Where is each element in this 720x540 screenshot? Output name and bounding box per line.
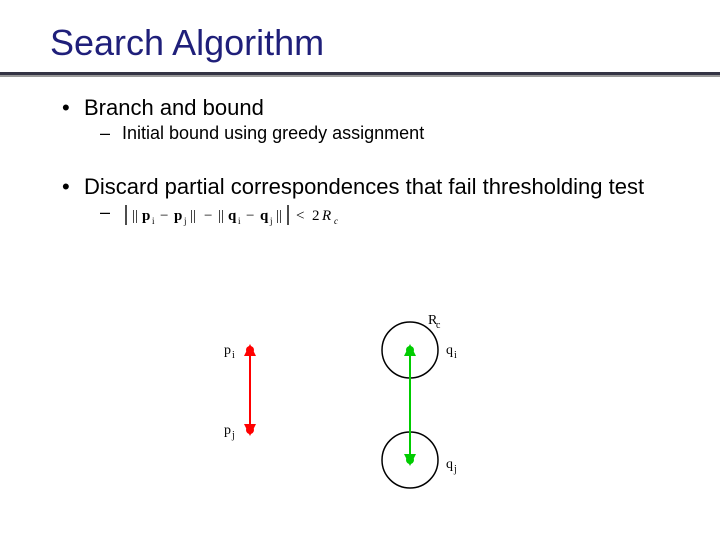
svg-text:c: c — [334, 216, 338, 226]
svg-text:p: p — [142, 208, 150, 224]
svg-text:c: c — [436, 320, 441, 331]
svg-text:q: q — [446, 343, 453, 358]
threshold-formula: || p i − p j || − || q i − q j || < 2 R … — [124, 202, 364, 233]
svg-text:p: p — [224, 423, 231, 438]
svg-text:R: R — [321, 208, 331, 224]
svg-text:j: j — [183, 216, 187, 226]
svg-text:j: j — [453, 464, 457, 475]
svg-text:j: j — [231, 430, 235, 441]
bullet-2-sub-formula: || p i − p j || − || q i − q j || < 2 R … — [122, 202, 680, 233]
bullet-1: Branch and bound — [84, 95, 680, 121]
svg-text:i: i — [238, 216, 241, 226]
bullet-1-sub-1: Initial bound using greedy assignment — [122, 123, 680, 144]
svg-text:i: i — [152, 216, 155, 226]
svg-text:q: q — [260, 208, 269, 224]
svg-text:i: i — [454, 350, 457, 361]
svg-text:−: − — [160, 208, 168, 224]
svg-text:−: − — [246, 208, 254, 224]
svg-text:||: || — [190, 208, 196, 224]
svg-text:j: j — [269, 216, 273, 226]
slide-content: Branch and bound Initial bound using gre… — [0, 77, 720, 233]
svg-text:2: 2 — [312, 208, 320, 224]
svg-text:q: q — [228, 208, 237, 224]
svg-text:q: q — [446, 457, 453, 472]
svg-text:<: < — [296, 208, 304, 224]
svg-text:−: − — [204, 208, 212, 224]
svg-text:||: || — [218, 208, 224, 224]
slide-title: Search Algorithm — [0, 0, 720, 72]
threshold-diagram: pipjqiqjRc — [180, 310, 540, 510]
svg-text:p: p — [174, 208, 182, 224]
svg-text:||: || — [276, 208, 282, 224]
svg-text:i: i — [232, 350, 235, 361]
svg-text:p: p — [224, 343, 231, 358]
svg-text:||: || — [132, 208, 138, 224]
bullet-2: Discard partial correspondences that fai… — [84, 174, 680, 200]
